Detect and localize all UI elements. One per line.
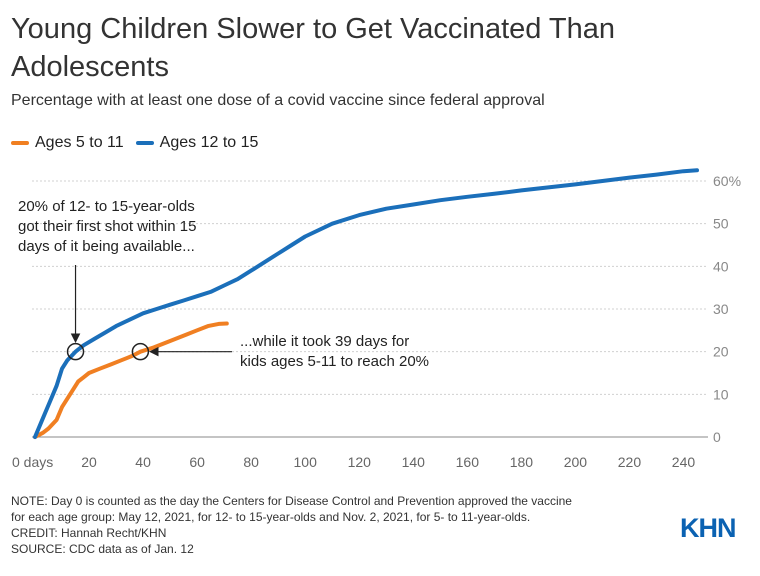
x-tick-label: 220 [618,454,642,470]
x-tick-label: 20 [81,454,97,470]
note-line: NOTE: Day 0 is counted as the day the Ce… [11,494,572,508]
x-tick-label: 80 [243,454,259,470]
chart-subtitle: Percentage with at least one dose of a c… [11,92,545,109]
x-tick-label: 100 [294,454,318,470]
y-tick-label: 40 [713,258,729,274]
legend-label: Ages 12 to 15 [159,134,259,151]
annotation-marker-circle [66,342,85,361]
y-tick-label: 20 [713,344,729,360]
x-tick-label: 140 [402,454,426,470]
series-line-ages-12-to-15 [33,168,699,439]
annotation-marker-circle [131,342,150,361]
y-tick-label: 10 [713,386,729,402]
legend-item-ages-5-11: Ages 5 to 11 [11,134,124,152]
legend-swatch-blue [135,141,154,145]
source-line: SOURCE: CDC data as of Jan. 12 [11,542,194,556]
series-line-ages-5-to-11 [33,321,229,439]
x-tick-label: 200 [564,454,588,470]
credit-line: CREDIT: Hannah Recht/KHN [11,526,167,540]
legend-item-ages-12-15: Ages 12 to 15 [135,134,259,152]
legend-swatch-orange [11,141,29,145]
y-tick-label: 30 [713,301,729,317]
khn-logo: KHN [680,513,736,543]
annotation-5-11: ...while it took 39 days for kids ages 5… [240,333,430,370]
x-tick-label: 160 [456,454,480,470]
x-tick-label: 120 [348,454,372,470]
legend: Ages 5 to 11 Ages 12 to 15 [11,134,270,152]
x-tick-label: 240 [672,454,696,470]
x-tick-label: 40 [135,454,151,470]
footer-notes: NOTE: Day 0 is counted as the day the Ce… [11,493,651,557]
annotation-12-15: 20% of 12- to 15-year-olds got their fir… [18,198,197,255]
x-tick-label: 60 [189,454,205,470]
note-line: for each age group: May 12, 2021, for 12… [11,510,531,524]
x-tick-label: 0 days [12,454,53,470]
x-tick-label: 180 [510,454,534,470]
y-tick-label: 50 [713,216,729,232]
y-tick-label: 60% [713,173,741,189]
page-title: Young Children Slower to Get Vaccinated … [11,13,616,83]
y-tick-label: 0 [713,429,721,445]
legend-label: Ages 5 to 11 [35,134,124,151]
